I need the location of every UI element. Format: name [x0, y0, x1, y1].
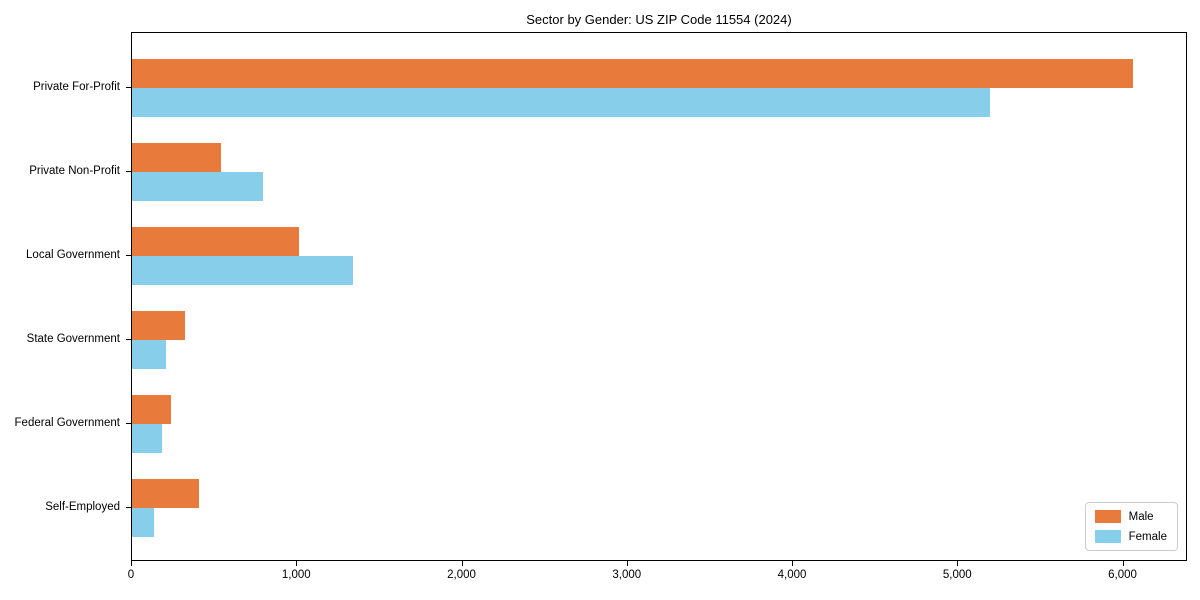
- bar-group: [132, 214, 1186, 298]
- x-tick-label: 0: [127, 569, 135, 581]
- legend: Male Female: [1084, 502, 1178, 551]
- x-tick-mark: [131, 561, 133, 566]
- legend-label: Female: [1128, 530, 1167, 543]
- bar-female: [132, 340, 166, 369]
- y-tick-mark: [126, 255, 131, 257]
- y-axis-label: Federal Government: [14, 417, 120, 429]
- bar-female: [132, 88, 990, 117]
- chart-title: Sector by Gender: US ZIP Code 11554 (202…: [526, 12, 792, 27]
- plot-area: Male Female: [131, 32, 1187, 561]
- legend-swatch-male: [1094, 510, 1121, 523]
- x-tick-mark: [957, 561, 959, 566]
- bar-female: [132, 424, 162, 453]
- y-axis-label: Private Non-Profit: [29, 165, 120, 177]
- bar-female: [132, 508, 155, 537]
- bar-male: [132, 395, 171, 424]
- y-tick-mark: [126, 339, 131, 341]
- x-tick-mark: [1122, 561, 1124, 566]
- x-tick-mark: [626, 561, 628, 566]
- x-tick-label: 4,000: [777, 569, 807, 581]
- bar-group: [132, 298, 1186, 382]
- bar-group: [132, 130, 1186, 214]
- bar-male: [132, 59, 1134, 88]
- x-tick-label: 3,000: [612, 569, 642, 581]
- x-tick-label: 1,000: [281, 569, 311, 581]
- legend-entry-male: Male: [1094, 510, 1167, 523]
- x-tick-label: 6,000: [1108, 569, 1137, 581]
- bar-group: [132, 382, 1186, 466]
- bar-group: [132, 46, 1186, 130]
- legend-swatch-female: [1094, 530, 1121, 543]
- y-axis-label: Self-Employed: [45, 501, 120, 513]
- bar-female: [132, 172, 264, 201]
- y-tick-mark: [126, 171, 131, 173]
- x-tick-mark: [296, 561, 298, 566]
- bar-male: [132, 143, 222, 172]
- y-axis-label: Local Government: [26, 249, 120, 261]
- bar-male: [132, 227, 299, 256]
- legend-label: Male: [1128, 510, 1154, 523]
- legend-entry-female: Female: [1094, 530, 1167, 543]
- bar-male: [132, 311, 185, 340]
- y-axis-label: Private For-Profit: [33, 81, 120, 93]
- y-tick-mark: [126, 423, 131, 425]
- bar-female: [132, 256, 354, 285]
- x-tick-mark: [461, 561, 463, 566]
- y-tick-mark: [126, 87, 131, 89]
- y-axis-label: State Government: [26, 333, 120, 345]
- x-tick-label: 2,000: [447, 569, 476, 581]
- bar-groups: [132, 33, 1186, 550]
- bar-group: [132, 466, 1186, 550]
- y-tick-mark: [126, 507, 131, 509]
- bar-male: [132, 479, 199, 508]
- x-axis: 0 1,000 2,000 3,000 4,000 5,000 6,000: [127, 561, 1187, 591]
- x-tick-label: 5,000: [942, 569, 972, 581]
- y-axis-labels: Private For-Profit Private Non-Profit Loca…: [0, 32, 120, 549]
- x-tick-mark: [792, 561, 794, 566]
